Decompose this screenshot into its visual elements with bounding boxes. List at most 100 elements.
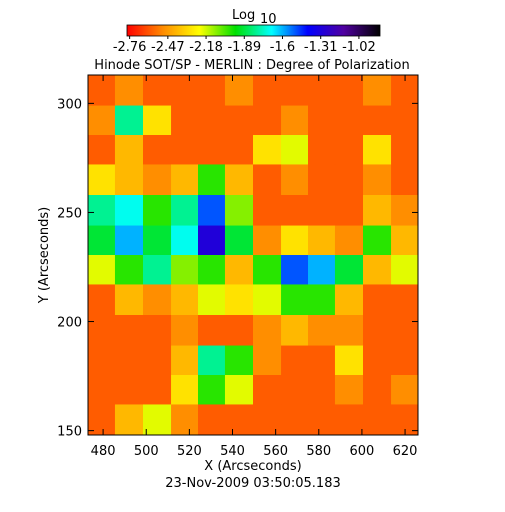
x-tick-label: 480 (91, 444, 116, 459)
colorbar-label: Log (232, 8, 255, 23)
heatmap-cell (88, 375, 116, 405)
heatmap-cell (308, 105, 336, 136)
heatmap-cell (88, 345, 116, 376)
heatmap-cell (88, 135, 116, 165)
heatmap-cell (143, 404, 172, 436)
heatmap-cell (334, 255, 364, 285)
heatmap-cell (391, 375, 419, 405)
heatmap-cell (143, 75, 172, 107)
heatmap-cell (363, 75, 392, 107)
heatmap-cell (198, 315, 226, 347)
heatmap-cell (363, 135, 392, 165)
heatmap-cell (253, 105, 282, 136)
heatmap-cell (114, 105, 144, 136)
heatmap-cell (88, 75, 116, 107)
heatmap-cell (308, 135, 336, 165)
heatmap-cell (281, 345, 309, 376)
heatmap-cell (224, 105, 254, 136)
heatmap-cell (114, 375, 144, 405)
heatmap-cell (171, 164, 199, 196)
heatmap-cell (171, 75, 199, 107)
colorbar-tick-label: -1.89 (227, 40, 261, 55)
heatmap-cell (253, 225, 282, 256)
heatmap-cell (253, 255, 282, 285)
heatmap-cell (171, 225, 199, 256)
heatmap-cell (143, 255, 172, 285)
heatmap-cell (308, 225, 336, 256)
heatmap-cell (308, 284, 336, 316)
heatmap-cell (281, 315, 309, 347)
heatmap-cell (281, 135, 309, 165)
heatmap-cell (363, 164, 392, 196)
heatmap-cell (143, 195, 172, 227)
heatmap-cell (308, 75, 336, 107)
heatmap-cell (363, 315, 392, 347)
heatmap-cell (143, 225, 172, 256)
heatmap-cell (281, 404, 309, 436)
heatmap-cell (171, 255, 199, 285)
heatmap-cell (171, 404, 199, 436)
heatmap-cell (171, 105, 199, 136)
y-axis-label: Y (Arcseconds) (37, 207, 52, 304)
heatmap-cell (363, 195, 392, 227)
footer-timestamp: 23-Nov-2009 03:50:05.183 (165, 476, 341, 491)
heatmap-cell (391, 105, 419, 136)
x-axis-label: X (Arcseconds) (204, 459, 301, 474)
heatmap-cell (88, 255, 116, 285)
colorbar-tick-label: -2.76 (113, 40, 147, 55)
heatmap-cell (308, 345, 336, 376)
heatmap-cell (391, 284, 419, 316)
heatmap-cell (198, 195, 226, 227)
heatmap-cell (143, 105, 172, 136)
heatmap-cell (253, 75, 282, 107)
heatmap-cell (88, 195, 116, 227)
heatmap-cell (334, 225, 364, 256)
heatmap-cell (253, 164, 282, 196)
heatmap-cell (88, 315, 116, 347)
heatmap-cell (334, 195, 364, 227)
heatmap-cell (88, 105, 116, 136)
heatmap-cell (114, 135, 144, 165)
heatmap-cell (198, 75, 226, 107)
heatmap-cell (363, 255, 392, 285)
heatmap-cell (253, 315, 282, 347)
heatmap-cell (198, 255, 226, 285)
heatmap-cell (224, 135, 254, 165)
heatmap-cell (224, 284, 254, 316)
heatmap-cell (198, 345, 226, 376)
heatmap-cell (308, 404, 336, 436)
heatmap-cell (224, 164, 254, 196)
heatmap-cell (363, 105, 392, 136)
heatmap-cell (391, 255, 419, 285)
heatmap-cell (363, 225, 392, 256)
heatmap-cell (334, 404, 364, 436)
heatmap-cell (363, 404, 392, 436)
heatmap-cell (253, 375, 282, 405)
heatmap-cell (114, 404, 144, 436)
heatmap-cell (334, 135, 364, 165)
heatmap-cell (253, 195, 282, 227)
x-tick-label: 580 (306, 444, 331, 459)
heatmap-cell (198, 225, 226, 256)
x-tick-label: 520 (177, 444, 202, 459)
heatmap-cell (224, 345, 254, 376)
heatmap-cell (363, 375, 392, 405)
heatmap-cell (171, 284, 199, 316)
heatmap-cell (334, 375, 364, 405)
heatmap-cell (114, 315, 144, 347)
heatmap-cell (114, 195, 144, 227)
heatmap-cell (198, 105, 226, 136)
heatmap-cell (334, 284, 364, 316)
y-tick-label: 250 (57, 206, 82, 221)
colorbar-tick-label: -1.6 (270, 40, 295, 55)
heatmap-cell (114, 284, 144, 316)
heatmap-cell (114, 164, 144, 196)
colorbar-tick-label: -2.47 (151, 40, 185, 55)
heatmap-cell (88, 284, 116, 316)
x-tick-label: 600 (350, 444, 375, 459)
heatmap-cell (198, 404, 226, 436)
heatmap-cell (114, 75, 144, 107)
x-tick-label: 560 (263, 444, 288, 459)
heatmap-cell (114, 225, 144, 256)
